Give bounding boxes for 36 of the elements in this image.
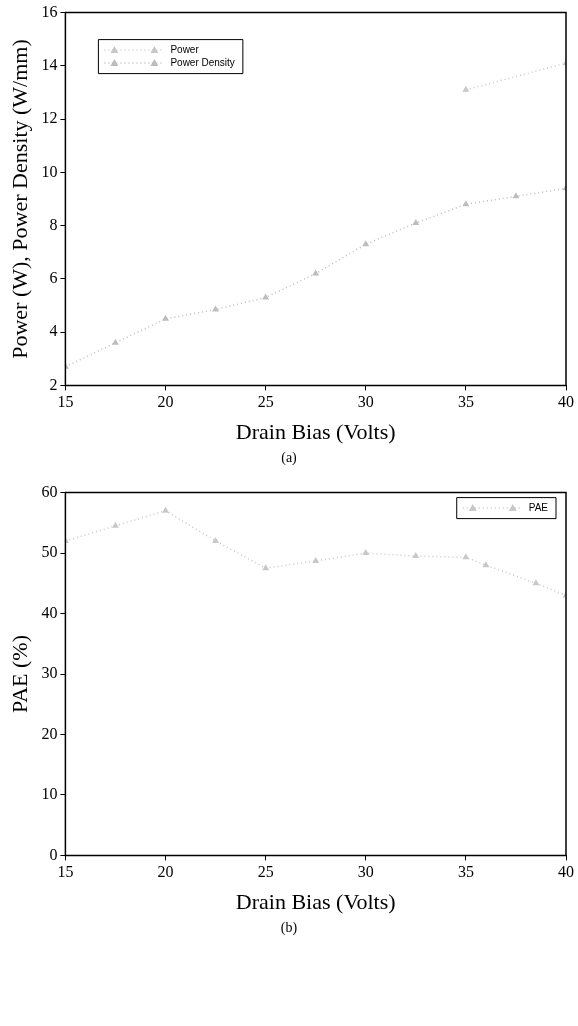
y-tick-label: 12: [41, 109, 58, 127]
text: (a): [280, 450, 298, 467]
x-tick-label: 15: [57, 863, 74, 881]
x-tick-label: 35: [457, 863, 474, 881]
y-tick-label: 40: [41, 603, 58, 621]
x-axis-title: Drain Bias (Volts): [235, 418, 396, 444]
y-tick-label: 6: [49, 269, 58, 287]
x-tick-label: 20: [157, 393, 174, 411]
y-tick-label: 2: [49, 375, 58, 393]
y-tick-label: 4: [49, 322, 58, 340]
x-tick-label: 30: [357, 393, 374, 411]
x-tick-label: 25: [257, 393, 274, 411]
x-tick-label: 25: [257, 863, 274, 881]
x-tick-label: 35: [457, 393, 474, 411]
x-tick-label: 15: [57, 393, 74, 411]
text: (b): [279, 920, 299, 937]
legend-label: PAE: [528, 501, 549, 513]
y-tick-label: 8: [49, 215, 58, 233]
legend-label: Power: [170, 43, 200, 55]
x-tick-label: 20: [157, 863, 174, 881]
y-tick-label: 10: [41, 162, 58, 180]
x-tick-label: 40: [558, 863, 574, 881]
y-tick-label: 10: [41, 785, 58, 803]
x-axis-title: Drain Bias (Volts): [235, 888, 396, 914]
y-tick-label: 16: [41, 2, 58, 20]
y-tick-label: 20: [41, 724, 58, 742]
x-tick-label: 30: [357, 863, 374, 881]
y-tick-label: 50: [41, 543, 58, 561]
legend-label: Power Density: [170, 56, 235, 68]
y-tick-label: 14: [41, 56, 58, 74]
y-axis-title: PAE (%): [6, 634, 32, 714]
y-tick-label: 30: [41, 664, 58, 682]
y-tick-label: 60: [41, 482, 58, 500]
x-tick-label: 40: [558, 393, 574, 411]
y-axis-title: Power (W), Power Density (W/mm): [6, 39, 32, 359]
y-tick-label: 0: [49, 845, 58, 863]
